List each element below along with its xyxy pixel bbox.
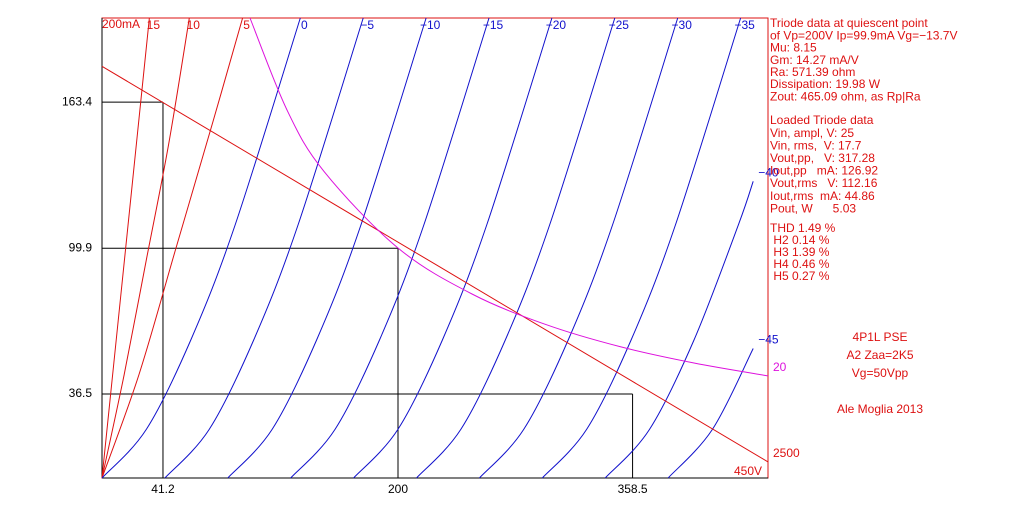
load-line xyxy=(101,65,769,463)
dissipation-curve-label: 20 xyxy=(773,360,787,374)
loaded-text: Iout,rms mA: 44.86 xyxy=(770,189,875,203)
x-max-label: 450V xyxy=(734,464,762,478)
y-tick-label: 36.5 xyxy=(69,386,93,400)
x-tick-label: 41.2 xyxy=(151,482,175,496)
grid-curve xyxy=(290,17,490,479)
grid-curve-label: −20 xyxy=(546,18,567,32)
x-tick-label: 358.5 xyxy=(618,482,648,496)
grid-curve-label: −40 xyxy=(758,165,779,179)
grid-curve-label: −30 xyxy=(672,18,693,32)
loaded-text: Vin, ampl, V: 25 xyxy=(770,126,854,140)
loaded-text: Iout,pp mA: 126.92 xyxy=(770,164,878,178)
loaded-text: Vout,rms V: 112.16 xyxy=(770,176,878,190)
quiescent-text: Gm: 14.27 mA/V xyxy=(770,53,859,67)
grid-curve xyxy=(667,348,754,479)
grid-curve xyxy=(604,181,754,479)
quiescent-text: Ra: 571.39 ohm xyxy=(770,65,855,79)
grid-curve xyxy=(353,17,553,479)
distortion-text: H3 1.39 % xyxy=(770,245,830,259)
quiescent-text: Zout: 465.09 ohm, as Rp|Ra xyxy=(770,89,921,103)
grid-curve xyxy=(101,17,244,479)
grid-curve-label: −15 xyxy=(483,18,504,32)
grid-curve xyxy=(479,17,679,479)
quiescent-text: Triode data at quiescent point xyxy=(770,16,928,30)
credit-text: Vg=50Vpp xyxy=(852,366,909,380)
x-tick-label: 200 xyxy=(388,482,408,496)
grid-curve-label: −25 xyxy=(609,18,630,32)
dissipation-curve xyxy=(249,17,769,377)
distortion-text: THD 1.49 % xyxy=(770,221,836,235)
quiescent-text: Dissipation: 19.98 W xyxy=(770,77,881,91)
loaded-text: Vout,pp, V: 317.28 xyxy=(770,151,875,165)
grid-curve xyxy=(101,17,190,479)
loaded-text: Pout, W 5.03 xyxy=(770,201,856,215)
grid-curve xyxy=(541,17,742,479)
distortion-text: H2 0.14 % xyxy=(770,233,830,247)
credit-text: 4P1L PSE xyxy=(853,330,908,344)
quiescent-text: Mu: 8.15 xyxy=(770,41,817,55)
grid-curve xyxy=(101,17,150,479)
grid-curve-label: −5 xyxy=(360,18,374,32)
grid-curve-label: 5 xyxy=(243,18,250,32)
grid-curve-label: −10 xyxy=(420,18,441,32)
y-max-label: 200mA xyxy=(102,17,140,31)
quiescent-text: of Vp=200V Ip=99.9mA Vg=−13.7V xyxy=(770,28,957,42)
grid-curve-label: −35 xyxy=(734,18,755,32)
credit-text: A2 Zaa=2K5 xyxy=(846,348,913,362)
grid-curve-label: 10 xyxy=(187,18,201,32)
distortion-text: H5 0.27 % xyxy=(770,269,830,283)
distortion-text: H4 0.46 % xyxy=(770,257,830,271)
y-tick-label: 99.9 xyxy=(69,240,93,254)
grid-curve xyxy=(164,17,364,479)
credit-text: Ale Moglia 2013 xyxy=(837,402,923,416)
loaded-text: Vin, rms, V: 17.7 xyxy=(770,138,862,152)
load-line-label: 2500 xyxy=(773,446,800,460)
grid-curve xyxy=(416,17,616,479)
grid-curve xyxy=(227,17,427,479)
grid-curve xyxy=(101,17,301,479)
loaded-text: Loaded Triode data xyxy=(770,113,874,127)
y-tick-label: 163.4 xyxy=(62,94,92,108)
grid-curve-label: 15 xyxy=(147,18,161,32)
grid-curve-label: −45 xyxy=(758,333,779,347)
grid-curve-label: 0 xyxy=(301,18,308,32)
